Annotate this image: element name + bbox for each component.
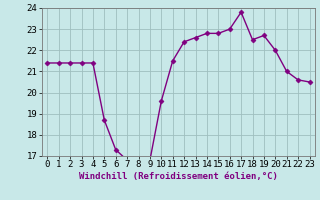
X-axis label: Windchill (Refroidissement éolien,°C): Windchill (Refroidissement éolien,°C) <box>79 172 278 181</box>
